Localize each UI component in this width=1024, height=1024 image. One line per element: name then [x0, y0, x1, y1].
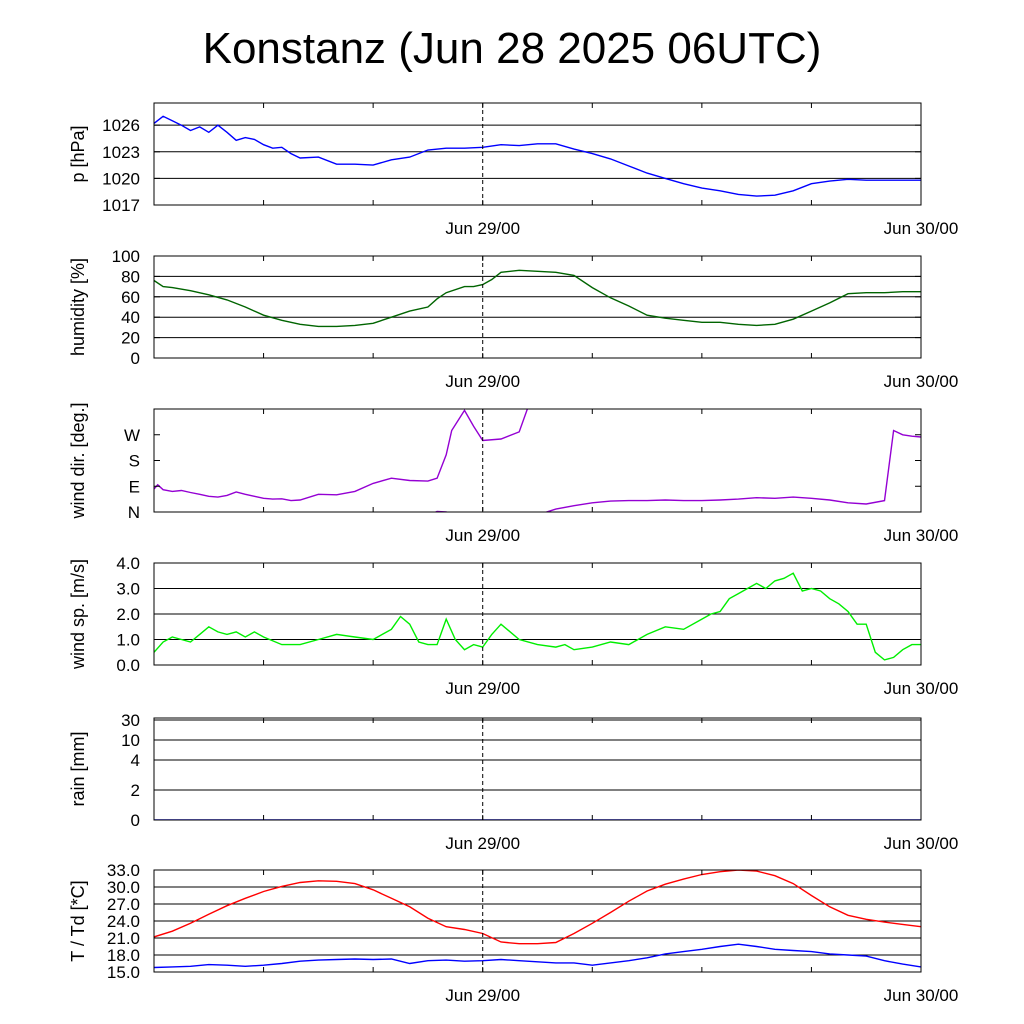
x-tick-label: Jun 29/00	[445, 219, 520, 238]
y-tick-label: 60	[121, 288, 140, 307]
y-tick-label: 21.0	[107, 929, 140, 948]
x-tick-label: Jun 30/00	[884, 679, 959, 698]
y-tick-label: 27.0	[107, 895, 140, 914]
y-tick-label: S	[129, 452, 140, 471]
y-tick-label: 1023	[102, 143, 140, 162]
y-tick-label: 1.0	[116, 631, 140, 650]
series-line	[154, 870, 921, 945]
y-tick-label: 0.0	[116, 656, 140, 675]
y-tick-label: 0	[131, 811, 140, 830]
y-tick-label: 100	[112, 247, 140, 266]
plot-frame	[153, 408, 922, 513]
series-line	[154, 943, 921, 969]
plot-frame	[153, 102, 922, 206]
series-line	[154, 269, 921, 328]
y-tick-label: 40	[121, 308, 140, 327]
x-tick-label: Jun 29/00	[445, 679, 520, 698]
plot-frame	[153, 255, 922, 359]
y-tick-label: 2	[131, 781, 140, 800]
x-tick-label: Jun 30/00	[884, 219, 959, 238]
y-tick-label: 80	[121, 267, 140, 286]
chart-title: Konstanz (Jun 28 2025 06UTC)	[202, 24, 822, 73]
x-tick-label: Jun 30/00	[884, 986, 959, 1005]
y-tick-label: 3.0	[116, 580, 140, 599]
y-tick-label: 24.0	[107, 912, 140, 931]
x-tick-label: Jun 29/00	[445, 526, 520, 545]
y-tick-label: 20	[121, 329, 140, 348]
y-tick-label: 1017	[102, 196, 140, 215]
y-axis-label: T / Td [*C]	[68, 880, 88, 961]
y-tick-label: 10	[121, 731, 140, 750]
series-line	[154, 572, 921, 661]
x-tick-label: Jun 30/00	[884, 526, 959, 545]
y-tick-label: 2.0	[116, 605, 140, 624]
x-tick-label: Jun 30/00	[884, 372, 959, 391]
series-line	[154, 115, 921, 197]
y-axis-label: p [hPa]	[68, 125, 88, 182]
x-tick-label: Jun 30/00	[884, 834, 959, 853]
x-tick-label: Jun 29/00	[445, 372, 520, 391]
y-tick-label: 1026	[102, 116, 140, 135]
y-axis-label: humidity [%]	[68, 258, 88, 356]
y-tick-label: 30	[121, 711, 140, 730]
y-axis-label: wind sp. [m/s]	[68, 559, 88, 670]
y-tick-label: 33.0	[107, 861, 140, 880]
y-tick-label: 15.0	[107, 963, 140, 982]
series-line	[154, 409, 529, 502]
y-tick-label: 0	[131, 349, 140, 368]
y-tick-label: E	[129, 477, 140, 496]
y-tick-label: W	[124, 426, 140, 445]
y-tick-label: 1020	[102, 169, 140, 188]
y-tick-label: 4	[131, 751, 140, 770]
plot-frame	[153, 717, 922, 821]
x-tick-label: Jun 29/00	[445, 986, 520, 1005]
y-tick-label: 18.0	[107, 946, 140, 965]
y-axis-label: wind dir. [deg.]	[68, 402, 88, 519]
y-tick-label: 30.0	[107, 878, 140, 897]
y-tick-label: N	[128, 503, 140, 522]
y-tick-label: 4.0	[116, 554, 140, 573]
x-tick-label: Jun 29/00	[445, 834, 520, 853]
series-line	[433, 429, 921, 512]
y-axis-label: rain [mm]	[68, 731, 88, 806]
